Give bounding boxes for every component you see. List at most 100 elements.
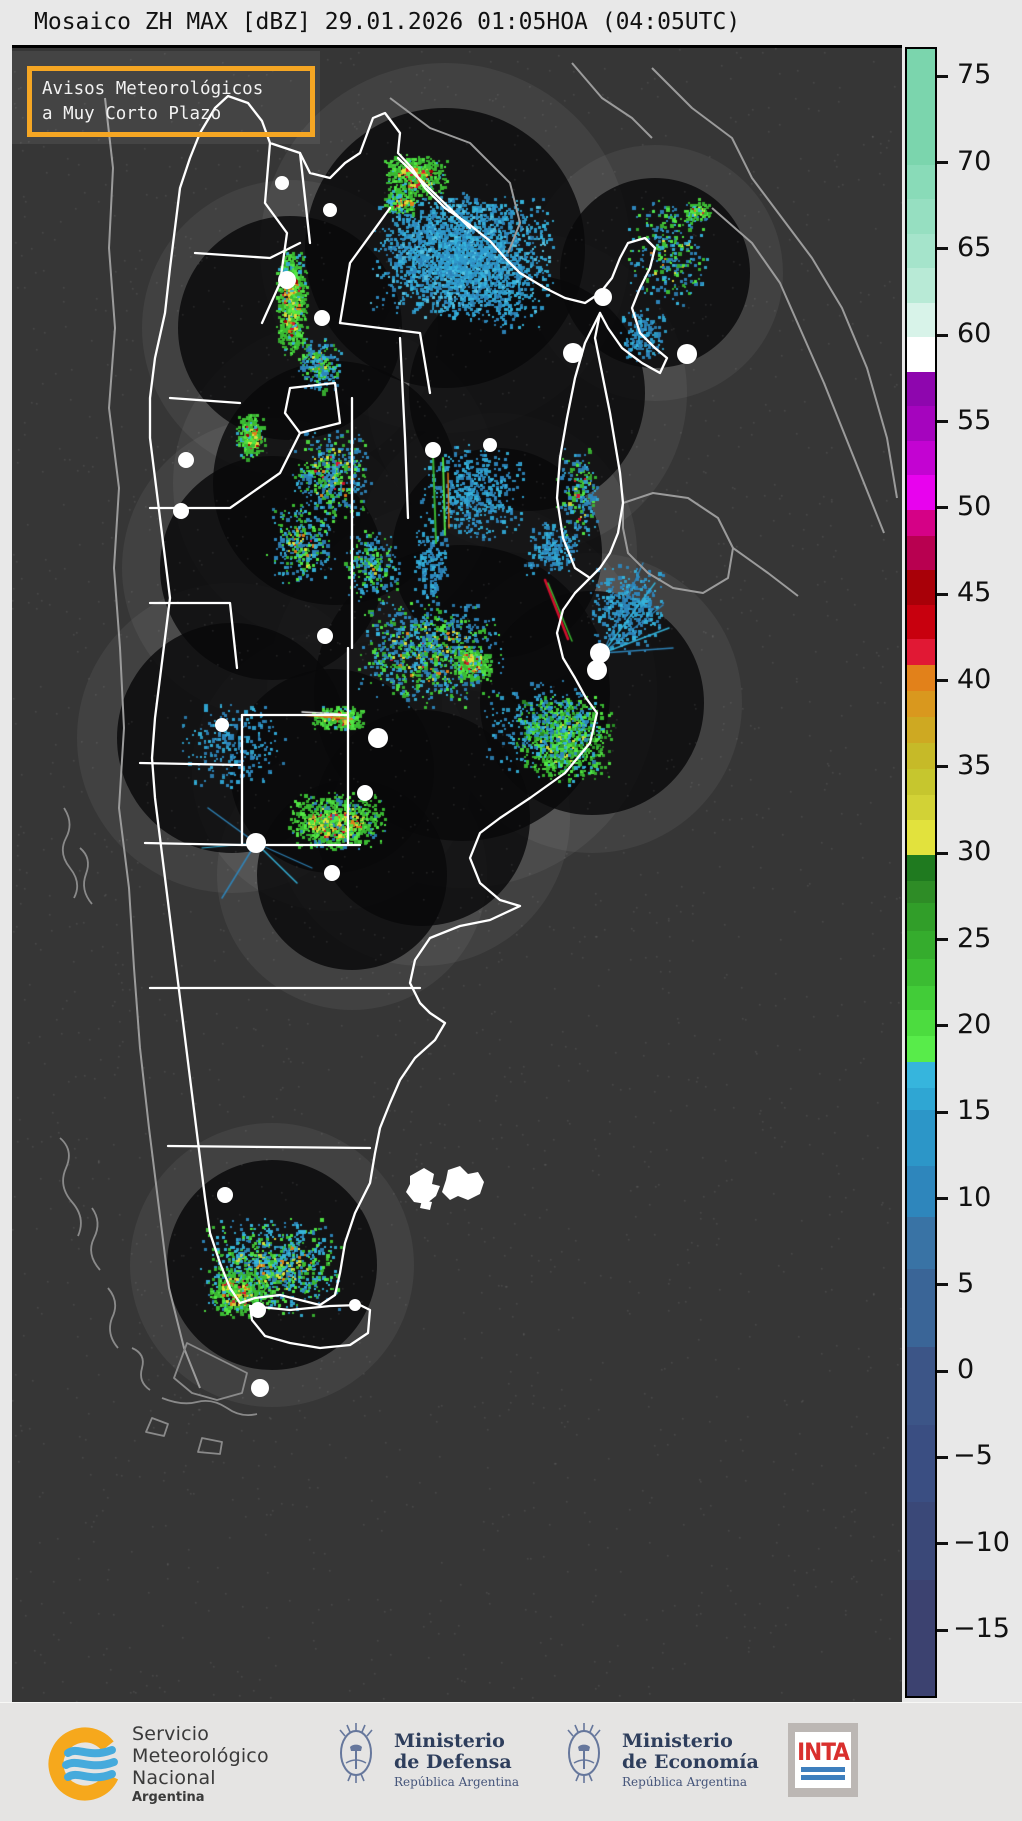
colorbar-segment xyxy=(907,49,935,165)
colorbar-tick-label: 35 xyxy=(957,749,992,781)
colorbar-segment xyxy=(907,164,935,200)
warning-panel: Avisos Meteorológicos a Muy Corto Plazo xyxy=(12,51,320,144)
radar-station-dot xyxy=(587,660,607,680)
colorbar-segment xyxy=(907,903,935,931)
colorbar-tick-label: −5 xyxy=(953,1440,993,1472)
colorbar-segment xyxy=(907,1217,935,1270)
colorbar-tick xyxy=(937,1369,948,1373)
colorbar-segment xyxy=(907,930,935,959)
economia-line3: República Argentina xyxy=(622,1775,748,1789)
radar-station-dot xyxy=(368,728,388,748)
colorbar-segment xyxy=(907,1579,935,1696)
colorbar-tick xyxy=(937,74,948,78)
colorbar-tick xyxy=(937,1542,948,1546)
smn-line4: Argentina xyxy=(132,1790,205,1805)
colorbar-segment xyxy=(907,1424,935,1503)
colorbar-tick xyxy=(937,506,948,510)
inta-label: INTA xyxy=(797,1738,850,1766)
colorbar-tick-label: 65 xyxy=(957,231,992,263)
colorbar-segment xyxy=(907,199,935,234)
colorbar-tick xyxy=(937,592,948,596)
radar-station-dot xyxy=(250,1302,266,1318)
inta-logo-icon: INTA xyxy=(788,1723,858,1797)
colorbar-tick xyxy=(937,1024,948,1028)
colorbar-segment xyxy=(907,1087,935,1111)
colorbar-segment xyxy=(907,509,935,536)
colorbar-segment xyxy=(907,1010,935,1037)
radar-station-dot xyxy=(590,643,610,663)
radar-station-dot xyxy=(323,203,337,217)
colorbar-segment xyxy=(907,691,935,717)
chile-fjords xyxy=(59,807,258,1455)
colorbar-segment xyxy=(907,958,935,987)
smn-logo-group: Servicio Meteorológico Nacional Argentin… xyxy=(48,1723,269,1805)
colorbar-tick-label: 75 xyxy=(957,59,992,91)
colorbar-segment xyxy=(907,1346,935,1425)
colorbar-segment xyxy=(907,855,935,881)
radar-station-dot xyxy=(275,176,289,190)
colorbar-tick xyxy=(937,1283,948,1287)
radar-station-dot xyxy=(425,442,441,458)
colorbar-segment xyxy=(907,604,935,640)
radar-station-dot xyxy=(278,271,296,289)
radar-station-dot xyxy=(215,718,229,732)
colorbar-tick-label: 50 xyxy=(957,490,992,522)
radar-station-dots xyxy=(173,176,697,1397)
radar-station-dot xyxy=(677,344,697,364)
colorbar-tick-label: 40 xyxy=(957,663,992,695)
defensa-logo-text: Ministerio de Defensa República Argentin… xyxy=(394,1731,519,1790)
radar-station-dot xyxy=(317,628,333,644)
colorbar-tick xyxy=(937,1197,948,1201)
colorbar-tick-label: 10 xyxy=(957,1181,992,1213)
colorbar-segment xyxy=(907,742,935,769)
radar-station-dot xyxy=(178,452,194,468)
colorbar-tick xyxy=(937,1455,948,1459)
colorbar-segment xyxy=(907,794,935,821)
colorbar-segment xyxy=(907,406,935,441)
colorbar-tick-label: 20 xyxy=(957,1008,992,1040)
economia-logo-text: Ministerio de Economía República Argenti… xyxy=(622,1731,759,1790)
radar-map: Avisos Meteorológicos a Muy Corto Plazo xyxy=(12,45,902,1702)
defensa-line2: de Defensa xyxy=(394,1751,512,1773)
colorbar-segment xyxy=(907,768,935,795)
dbz-colorbar-scale: 75 70 65 60 55 50 45 40 35 30 25 20 15 10 5 0 −5 −10 −15 xyxy=(937,47,1022,1698)
colorbar-tick-label: 25 xyxy=(957,922,992,954)
colorbar-segment xyxy=(907,1165,935,1218)
colorbar-segment xyxy=(907,233,935,269)
radar-echo-layer xyxy=(12,48,902,1702)
colorbar-segment xyxy=(907,535,935,571)
smn-line1: Servicio xyxy=(132,1723,210,1745)
colorbar-segment xyxy=(907,716,935,743)
colorbar-tick-label: 15 xyxy=(957,1095,992,1127)
radar-station-dot xyxy=(357,785,373,801)
smn-logo-icon xyxy=(48,1727,122,1801)
colorbar-tick xyxy=(937,420,948,424)
economia-line2: de Economía xyxy=(622,1751,759,1773)
colorbar-segment xyxy=(907,440,935,476)
radar-station-dot xyxy=(217,1187,233,1203)
page-title: Mosaico ZH MAX [dBZ] 29.01.2026 01:05HOA… xyxy=(34,9,741,35)
neighbor-borders xyxy=(104,62,898,1389)
colorbar-tick xyxy=(937,851,948,855)
colorbar-segment xyxy=(907,1502,935,1580)
title-bar: Mosaico ZH MAX [dBZ] 29.01.2026 01:05HOA… xyxy=(0,0,1022,45)
economia-crest-icon xyxy=(567,1722,601,1784)
radar-station-dot xyxy=(246,833,266,853)
radar-station-dot xyxy=(594,288,612,306)
colorbar-tick xyxy=(937,938,948,942)
colorbar-segment xyxy=(907,639,935,666)
colorbar-segment xyxy=(907,268,935,303)
defensa-crest-icon xyxy=(339,1722,373,1784)
footer-logos: Servicio Meteorológico Nacional Argentin… xyxy=(0,1702,1022,1821)
radar-station-dot xyxy=(324,865,340,881)
radar-station-dot xyxy=(314,310,330,326)
colorbar-tick-label: −10 xyxy=(953,1526,1010,1558)
colorbar-segment xyxy=(907,302,935,338)
economia-logo-group: Ministerio de Economía República Argenti… xyxy=(556,1717,759,1803)
colorbar-tick-label: 55 xyxy=(957,404,992,436)
defensa-logo-group: Ministerio de Defensa República Argentin… xyxy=(328,1717,519,1803)
colorbar-tick xyxy=(937,247,948,251)
smn-logo-text: Servicio Meteorológico Nacional Argentin… xyxy=(132,1723,269,1805)
colorbar-segment xyxy=(907,475,935,510)
